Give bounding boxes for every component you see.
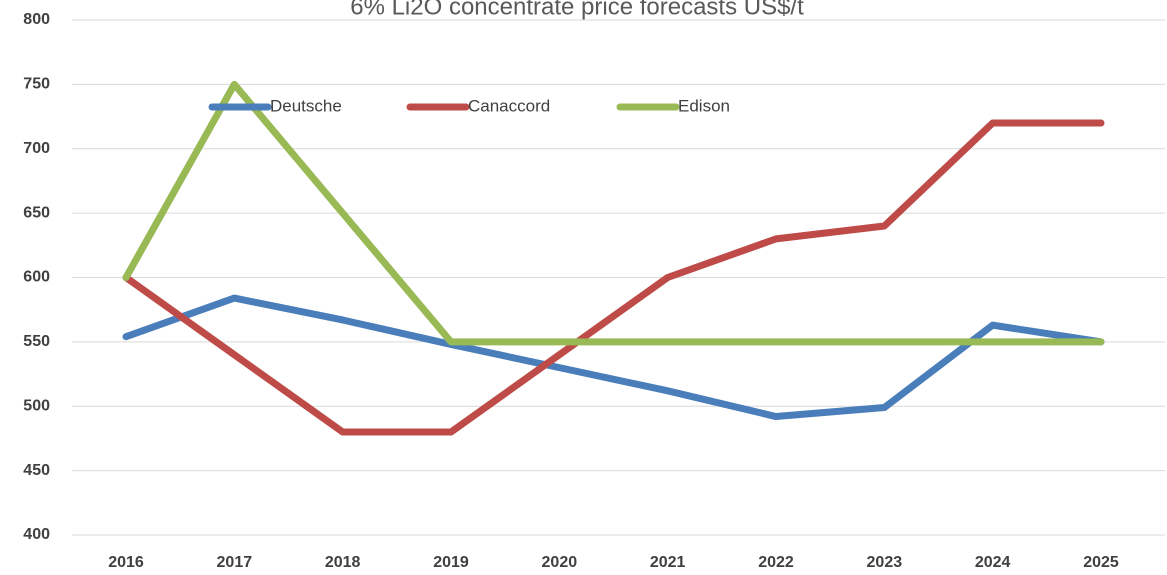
legend-label: Canaccord (468, 96, 550, 115)
x-tick-label: 2023 (867, 554, 903, 571)
legend-label: Deutsche (270, 96, 342, 115)
x-tick-label: 2017 (217, 554, 253, 571)
y-tick-label: 700 (23, 140, 50, 157)
x-tick-label: 2022 (758, 554, 794, 571)
y-tick-label: 500 (23, 397, 50, 414)
series-line (122, 80, 1105, 346)
y-tick-label: 550 (23, 333, 50, 350)
series-line (122, 294, 1105, 421)
x-tick-label: 2025 (1083, 554, 1119, 571)
x-tick-label: 2018 (325, 554, 361, 571)
x-tick-label: 2024 (975, 554, 1011, 571)
x-tick-label: 2016 (108, 554, 144, 571)
y-tick-label: 800 (23, 11, 50, 28)
x-tick-label: 2019 (433, 554, 469, 571)
y-tick-label: 600 (23, 269, 50, 286)
series-line (122, 119, 1105, 436)
y-tick-label: 450 (23, 462, 50, 479)
y-tick-label: 650 (23, 204, 50, 221)
chart-title: 6% Li2O concentrate price forecasts US$/… (350, 0, 804, 20)
x-tick-label: 2021 (650, 554, 686, 571)
y-tick-label: 400 (23, 526, 50, 543)
y-tick-label: 750 (23, 76, 50, 93)
x-tick-label: 2020 (542, 554, 578, 571)
legend-label: Edison (678, 96, 730, 115)
